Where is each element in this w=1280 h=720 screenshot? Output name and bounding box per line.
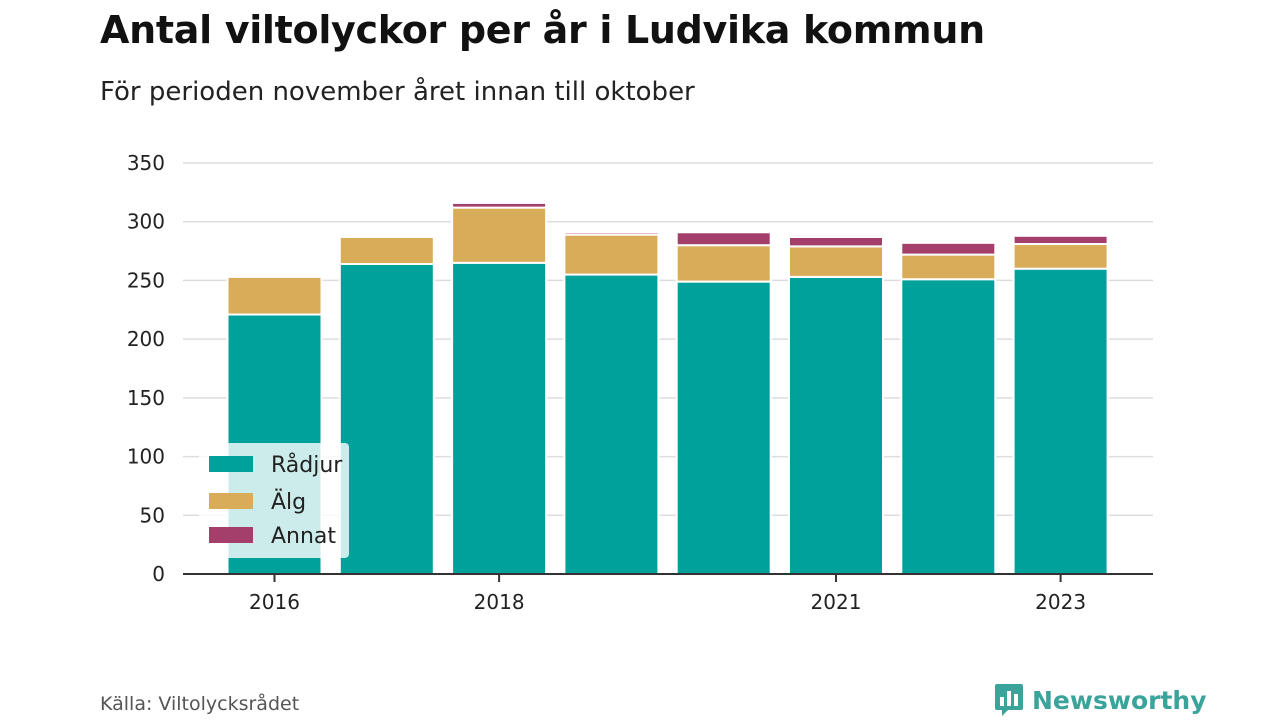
legend: Rådjur Älg Annat bbox=[199, 443, 349, 558]
bar-2017-rådjur bbox=[338, 262, 435, 575]
bar-chart-speech-bubble-icon bbox=[995, 684, 1023, 716]
x-tick-label: 2023 bbox=[1035, 590, 1086, 614]
bar-2020-älg bbox=[675, 244, 772, 283]
source-note: Källa: Viltolycksrådet bbox=[100, 693, 300, 715]
bar-2021-älg bbox=[788, 245, 884, 278]
brand-logo: Newsworthy bbox=[994, 682, 1207, 718]
bar-2019-rådjur bbox=[563, 273, 660, 575]
chart-title: Antal viltolyckor per år i Ludvika kommu… bbox=[100, 8, 985, 52]
legend-label-rådjur: Rådjur bbox=[271, 452, 343, 478]
y-tick-label: 0 bbox=[152, 562, 165, 586]
bar-2021-annat bbox=[788, 235, 884, 248]
bar-2018-älg bbox=[451, 206, 548, 264]
bar-2016-älg bbox=[226, 275, 323, 316]
bar-2022-rådjur bbox=[900, 278, 997, 575]
y-tick-label: 50 bbox=[140, 503, 165, 527]
x-tick-label: 2016 bbox=[249, 590, 300, 614]
bar-2019-annat bbox=[563, 231, 660, 236]
legend-label-älg: Älg bbox=[271, 489, 306, 515]
y-tick-label: 100 bbox=[127, 445, 165, 469]
y-tick-label: 300 bbox=[127, 210, 165, 234]
legend-label-annat: Annat bbox=[271, 524, 336, 549]
y-axis-ticks: 0 50 100 150 200 250 300 350 bbox=[127, 151, 165, 586]
chart-subtitle: För perioden november året innan till ok… bbox=[100, 77, 695, 107]
bar-2020-rådjur bbox=[675, 280, 772, 575]
bar-2018-rådjur bbox=[451, 261, 548, 575]
legend-swatch-älg bbox=[209, 493, 253, 509]
y-tick-label: 150 bbox=[127, 386, 165, 410]
bar-2019-älg bbox=[563, 233, 660, 276]
brand-name: Newsworthy bbox=[1032, 685, 1207, 715]
x-tick-label: 2018 bbox=[474, 590, 525, 614]
x-tick-label: 2021 bbox=[811, 590, 862, 614]
y-tick-label: 350 bbox=[127, 151, 165, 175]
bar-2021-rådjur bbox=[788, 275, 884, 575]
y-tick-label: 200 bbox=[127, 327, 165, 351]
bar-2020-annat bbox=[675, 231, 772, 247]
legend-swatch-annat bbox=[209, 527, 253, 543]
bar-2023-annat bbox=[1012, 234, 1109, 246]
bar-2022-annat bbox=[900, 241, 997, 256]
legend-swatch-rådjur bbox=[209, 456, 253, 472]
bar-2018-annat bbox=[451, 201, 548, 209]
bars bbox=[226, 201, 1109, 575]
bar-2023-rådjur bbox=[1012, 267, 1109, 575]
bar-2022-älg bbox=[900, 253, 997, 281]
bar-2017-älg bbox=[338, 235, 435, 265]
x-axis: 2016 2018 2021 2023 bbox=[183, 573, 1153, 614]
y-tick-label: 250 bbox=[127, 268, 165, 292]
bar-2023-älg bbox=[1012, 243, 1109, 270]
